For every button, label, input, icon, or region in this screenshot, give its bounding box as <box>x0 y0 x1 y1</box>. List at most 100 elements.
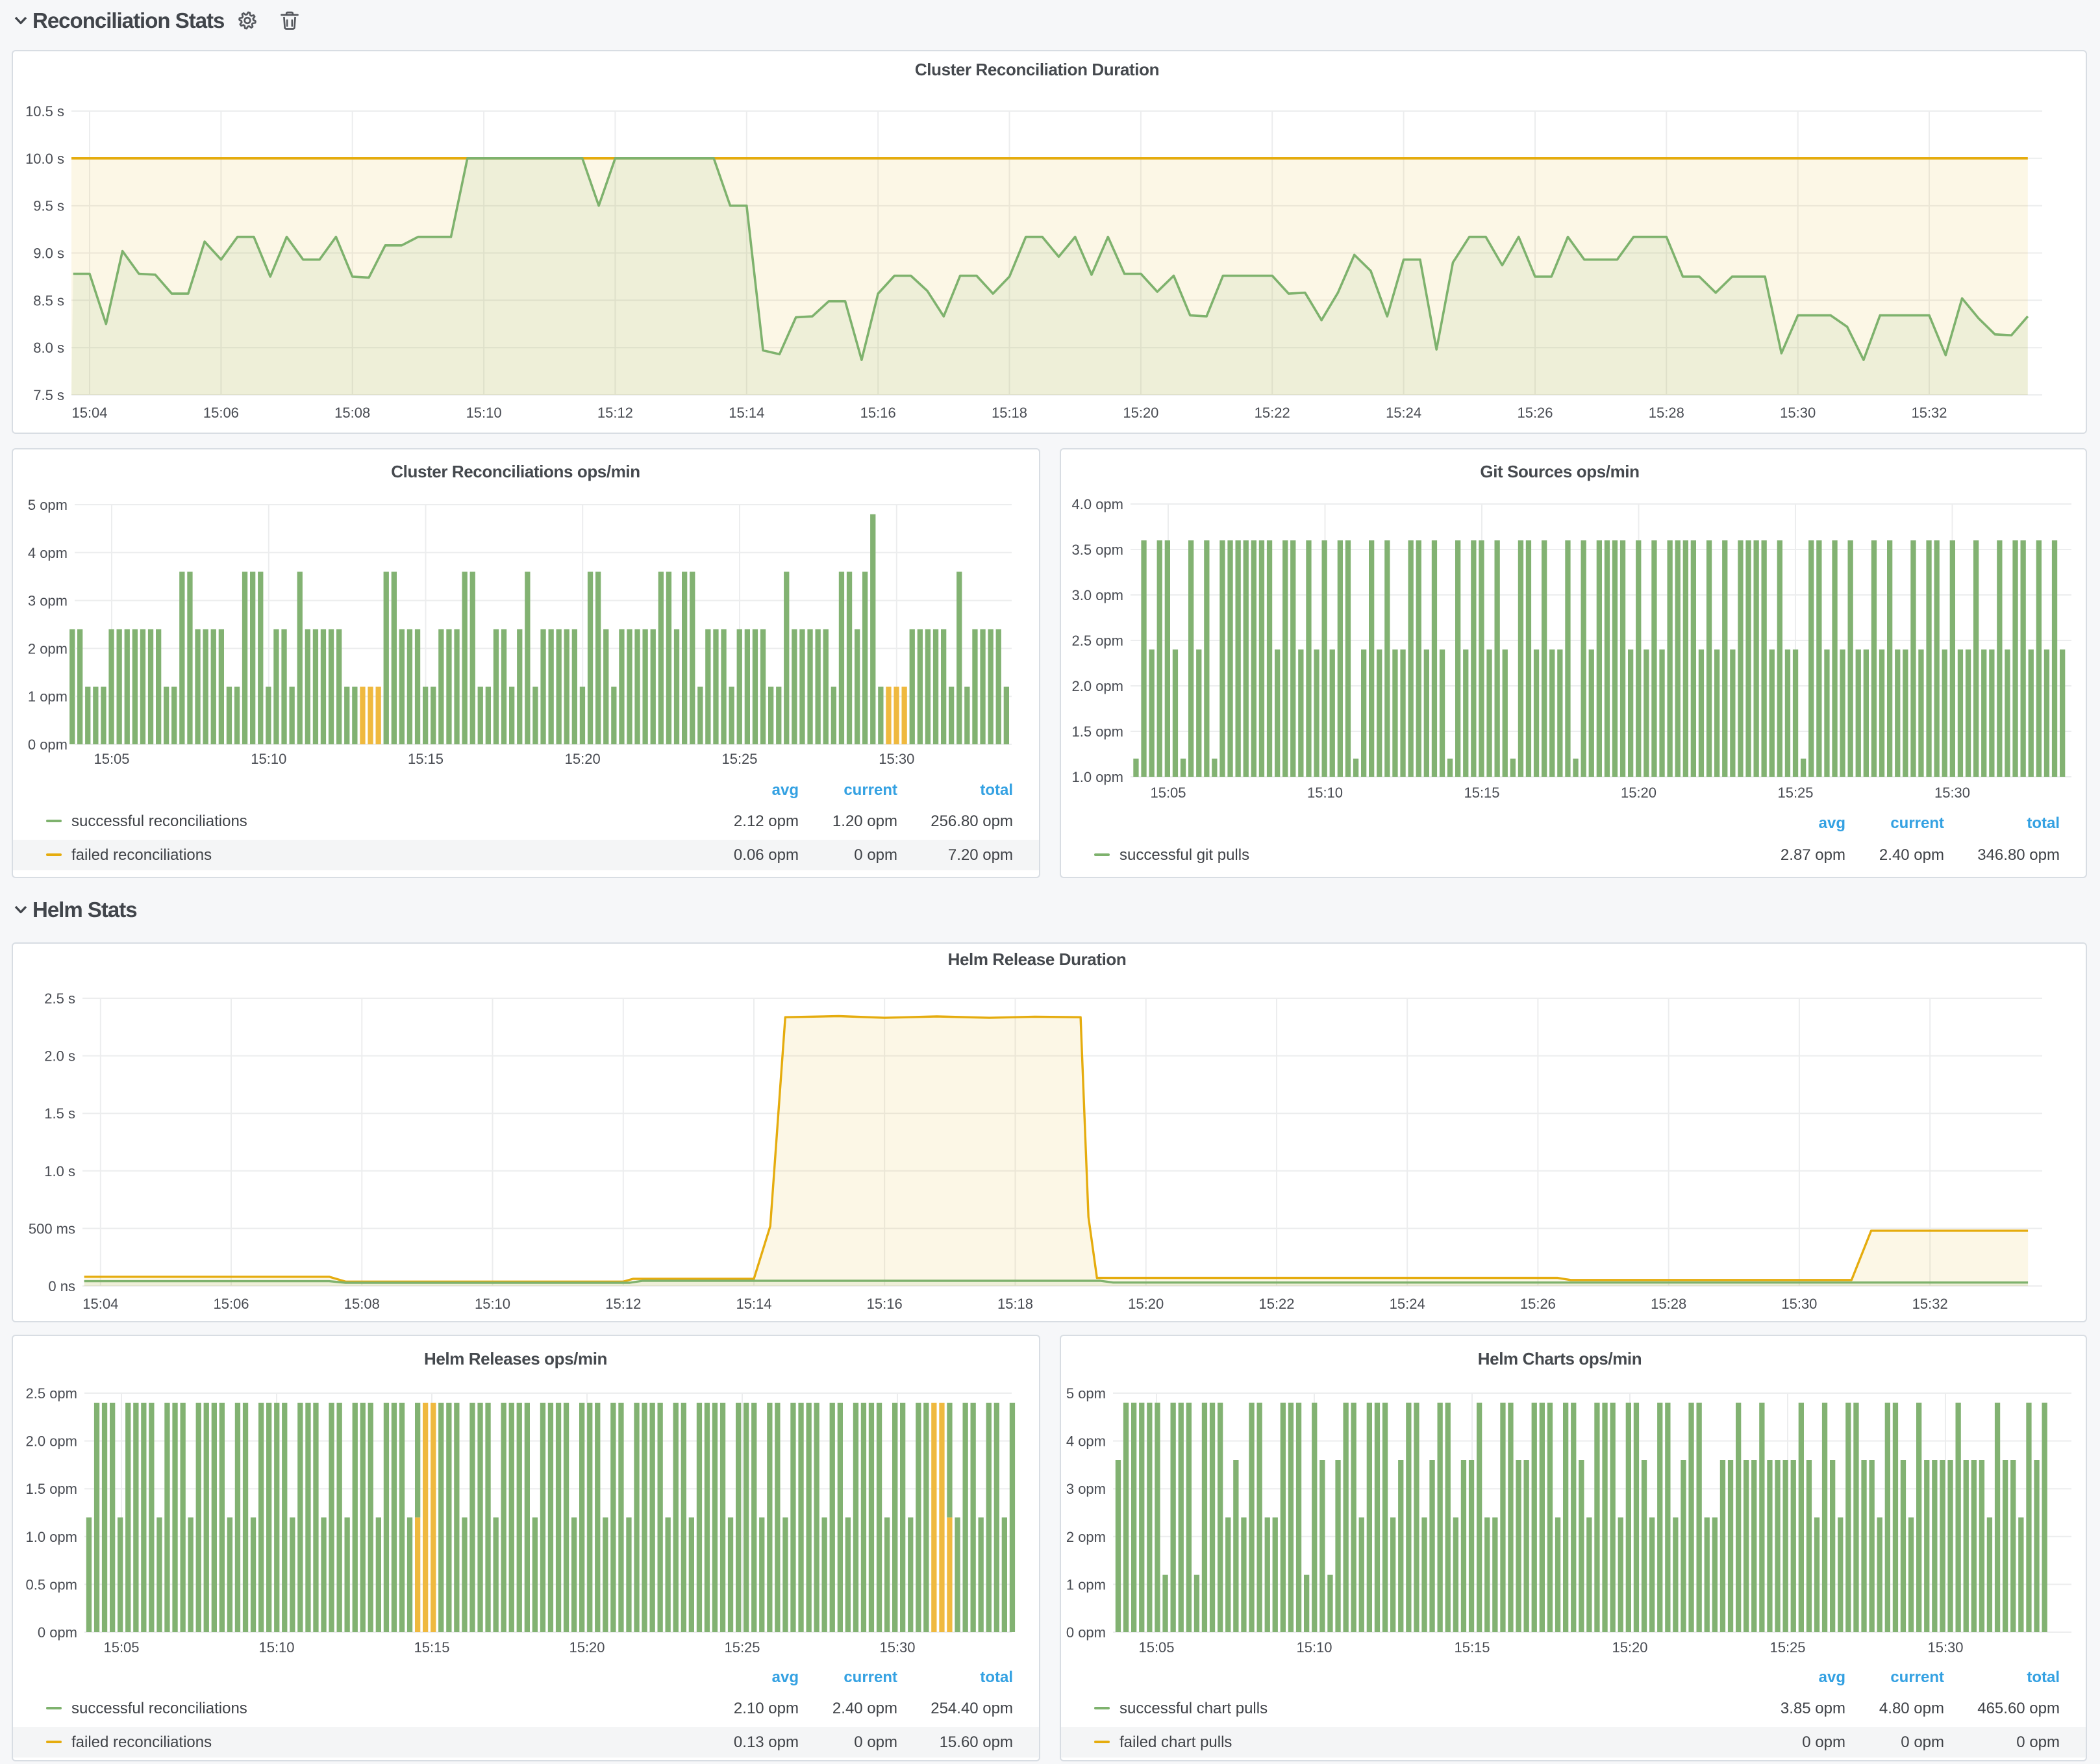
svg-text:successful git pulls: successful git pulls <box>1119 846 1249 864</box>
svg-text:15:20: 15:20 <box>1612 1639 1647 1656</box>
svg-text:256.80 opm: 256.80 opm <box>931 813 1013 830</box>
svg-text:7.20 opm: 7.20 opm <box>948 846 1013 864</box>
svg-text:successful chart pulls: successful chart pulls <box>1119 1700 1268 1717</box>
svg-text:15:10: 15:10 <box>258 1639 294 1656</box>
svg-text:0.5 opm: 0.5 opm <box>26 1576 78 1593</box>
svg-text:15:30: 15:30 <box>1781 1296 1817 1312</box>
svg-text:current: current <box>1890 1669 1944 1686</box>
svg-text:15:30: 15:30 <box>1934 785 1970 801</box>
svg-text:failed reconciliations: failed reconciliations <box>71 1733 212 1751</box>
svg-text:15:06: 15:06 <box>203 405 239 421</box>
svg-text:15:14: 15:14 <box>736 1296 771 1312</box>
svg-text:15:28: 15:28 <box>1649 405 1684 421</box>
svg-text:Git Sources ops/min: Git Sources ops/min <box>1480 462 1639 481</box>
svg-text:15:25: 15:25 <box>721 751 757 767</box>
svg-text:15:05: 15:05 <box>103 1639 139 1656</box>
svg-text:2.5 s: 2.5 s <box>44 990 75 1007</box>
svg-text:15:04: 15:04 <box>82 1296 118 1312</box>
svg-text:15:24: 15:24 <box>1390 1296 1425 1312</box>
svg-text:15:20: 15:20 <box>1128 1296 1164 1312</box>
svg-text:2.5 opm: 2.5 opm <box>26 1385 78 1402</box>
svg-text:15:16: 15:16 <box>867 1296 903 1312</box>
svg-text:15:32: 15:32 <box>1912 1296 1948 1312</box>
svg-text:4 opm: 4 opm <box>28 545 68 561</box>
svg-text:7.5 s: 7.5 s <box>33 387 64 403</box>
svg-text:15:20: 15:20 <box>1621 785 1656 801</box>
svg-text:total: total <box>2027 1669 2060 1686</box>
svg-text:total: total <box>980 781 1013 799</box>
svg-text:2.10 opm: 2.10 opm <box>734 1700 799 1717</box>
svg-text:1 opm: 1 opm <box>1066 1576 1106 1593</box>
svg-text:avg: avg <box>1819 1669 1845 1686</box>
svg-text:5 opm: 5 opm <box>28 497 68 513</box>
svg-text:0 ns: 0 ns <box>48 1278 75 1294</box>
svg-text:4.0 opm: 4.0 opm <box>1072 496 1124 512</box>
svg-text:Cluster Reconciliations ops/mi: Cluster Reconciliations ops/min <box>391 462 640 481</box>
svg-text:current: current <box>844 1669 897 1686</box>
svg-text:2.0 s: 2.0 s <box>44 1048 75 1065</box>
svg-text:15:12: 15:12 <box>597 405 633 421</box>
svg-text:15:32: 15:32 <box>1911 405 1947 421</box>
svg-text:0.13 opm: 0.13 opm <box>734 1733 799 1751</box>
svg-text:current: current <box>844 781 897 799</box>
svg-text:15:24: 15:24 <box>1386 405 1421 421</box>
svg-text:15.60 opm: 15.60 opm <box>940 1733 1013 1751</box>
svg-text:0 opm: 0 opm <box>28 737 68 753</box>
svg-text:15:25: 15:25 <box>724 1639 760 1656</box>
svg-text:3 opm: 3 opm <box>28 593 68 609</box>
svg-text:15:04: 15:04 <box>71 405 107 421</box>
svg-text:15:14: 15:14 <box>729 405 764 421</box>
svg-text:total: total <box>2027 814 2060 832</box>
svg-text:2.40 opm: 2.40 opm <box>1879 846 1944 864</box>
svg-text:0 opm: 0 opm <box>854 1733 897 1751</box>
svg-text:15:10: 15:10 <box>1296 1639 1332 1656</box>
svg-text:3.85 opm: 3.85 opm <box>1781 1700 1845 1717</box>
svg-text:0 opm: 0 opm <box>1901 1733 1944 1751</box>
svg-text:8.5 s: 8.5 s <box>33 292 64 309</box>
svg-text:15:26: 15:26 <box>1520 1296 1556 1312</box>
svg-text:1.20 opm: 1.20 opm <box>832 813 897 830</box>
svg-text:Cluster Reconciliation Duratio: Cluster Reconciliation Duration <box>915 60 1159 79</box>
svg-text:2.87 opm: 2.87 opm <box>1781 846 1845 864</box>
svg-text:2.0 opm: 2.0 opm <box>1072 678 1124 694</box>
svg-text:4 opm: 4 opm <box>1066 1433 1106 1450</box>
svg-text:15:18: 15:18 <box>997 1296 1033 1312</box>
svg-text:15:26: 15:26 <box>1517 405 1553 421</box>
svg-text:5 opm: 5 opm <box>1066 1385 1106 1402</box>
svg-text:465.60 opm: 465.60 opm <box>1977 1700 2060 1717</box>
svg-text:Helm Releases ops/min: Helm Releases ops/min <box>424 1349 607 1368</box>
svg-text:15:28: 15:28 <box>1651 1296 1686 1312</box>
svg-text:15:30: 15:30 <box>1780 405 1816 421</box>
svg-text:15:25: 15:25 <box>1777 785 1813 801</box>
svg-text:15:05: 15:05 <box>1138 1639 1174 1656</box>
svg-text:failed reconciliations: failed reconciliations <box>71 846 212 864</box>
svg-text:15:25: 15:25 <box>1769 1639 1805 1656</box>
svg-text:1 opm: 1 opm <box>28 688 68 705</box>
svg-text:15:30: 15:30 <box>879 1639 915 1656</box>
svg-text:0 opm: 0 opm <box>2016 1733 2060 1751</box>
svg-text:1.5 s: 1.5 s <box>44 1105 75 1122</box>
svg-text:0.06 opm: 0.06 opm <box>734 846 799 864</box>
svg-text:2.5 opm: 2.5 opm <box>1072 633 1124 649</box>
svg-text:2.0 opm: 2.0 opm <box>26 1433 78 1450</box>
svg-text:15:30: 15:30 <box>1927 1639 1963 1656</box>
svg-text:15:30: 15:30 <box>879 751 914 767</box>
svg-text:Helm Release Duration: Helm Release Duration <box>948 950 1127 969</box>
svg-text:15:05: 15:05 <box>1150 785 1186 801</box>
svg-text:15:15: 15:15 <box>1464 785 1499 801</box>
svg-text:15:10: 15:10 <box>475 1296 510 1312</box>
svg-text:15:15: 15:15 <box>414 1639 449 1656</box>
svg-text:Helm Stats: Helm Stats <box>32 898 137 922</box>
svg-text:15:20: 15:20 <box>569 1639 605 1656</box>
svg-text:15:20: 15:20 <box>1123 405 1158 421</box>
svg-text:1.0 opm: 1.0 opm <box>1072 769 1124 785</box>
svg-text:3.0 opm: 3.0 opm <box>1072 587 1124 603</box>
svg-text:15:08: 15:08 <box>344 1296 380 1312</box>
svg-text:2 opm: 2 opm <box>28 640 68 657</box>
svg-text:15:22: 15:22 <box>1258 1296 1294 1312</box>
svg-text:9.0 s: 9.0 s <box>33 246 64 262</box>
svg-text:8.0 s: 8.0 s <box>33 340 64 356</box>
svg-text:15:20: 15:20 <box>565 751 601 767</box>
svg-text:15:05: 15:05 <box>94 751 129 767</box>
svg-text:avg: avg <box>772 781 799 799</box>
